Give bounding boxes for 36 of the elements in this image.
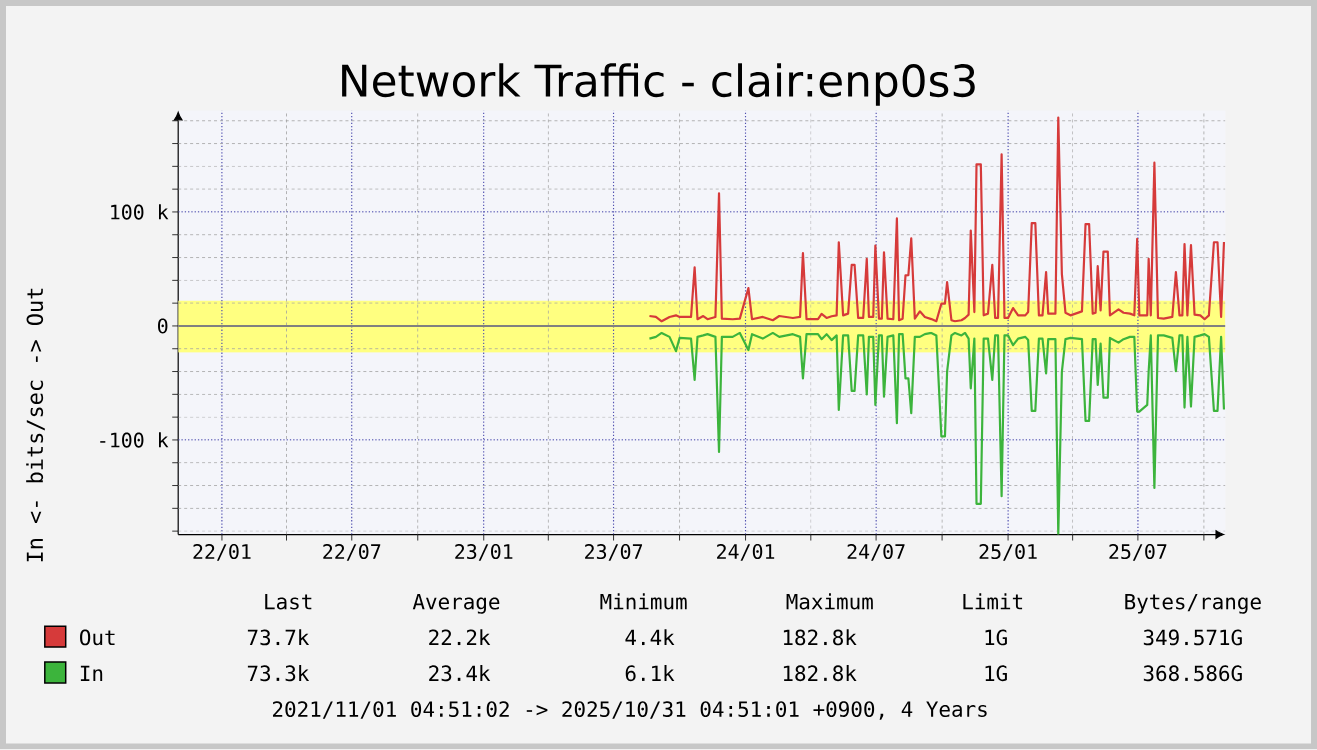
line-series (648, 116, 1226, 323)
text: 4.4k (625, 629, 675, 646)
text: Last (265, 594, 312, 610)
text: 182.8k (783, 629, 857, 646)
text: Maximum (786, 593, 873, 610)
x-tick-label: 25/01 (979, 544, 1037, 561)
y-tick-label: 100 k (111, 204, 169, 220)
text: 6.1k (625, 665, 675, 682)
text: 349.571G (1143, 629, 1242, 646)
legend-label: Out (80, 629, 115, 646)
x-tick-label: 24/01 (717, 544, 775, 561)
text: 73.7k (247, 629, 310, 646)
text: Minimum (600, 593, 687, 610)
y-axis-title: In <- bits/sec -> Out (26, 288, 45, 562)
text: Limit (963, 593, 1023, 610)
text: 1G (985, 665, 1007, 682)
chart-title: Network Traffic - clair:enp0s3 (342, 63, 975, 106)
line-series (648, 332, 1226, 535)
x-tick-label: 22/07 (323, 544, 381, 561)
text: Average (412, 594, 500, 614)
text: 368.586G (1143, 665, 1242, 682)
text: 22.2k (429, 629, 491, 646)
text: 1G (985, 629, 1007, 646)
text: 2021/11/01 04:51:02 -> 2025/10/31 04:51:01 +0900, 4 Years (272, 701, 987, 720)
text: Bytes/range (1125, 594, 1261, 614)
x-tick-label: 23/01 (455, 544, 513, 561)
text: 23.4k (429, 665, 491, 682)
legend-label: In (80, 665, 103, 682)
y-tick-label: -100 k (100, 432, 169, 448)
text: 73.3k (247, 665, 310, 682)
x-tick-label: 24/07 (847, 544, 905, 561)
text: 182.8k (783, 665, 857, 682)
y-tick-label: 0 (158, 318, 168, 334)
x-tick-label: 22/01 (193, 544, 251, 561)
x-tick-label: 25/07 (1109, 544, 1167, 561)
x-tick-label: 23/07 (585, 544, 643, 561)
